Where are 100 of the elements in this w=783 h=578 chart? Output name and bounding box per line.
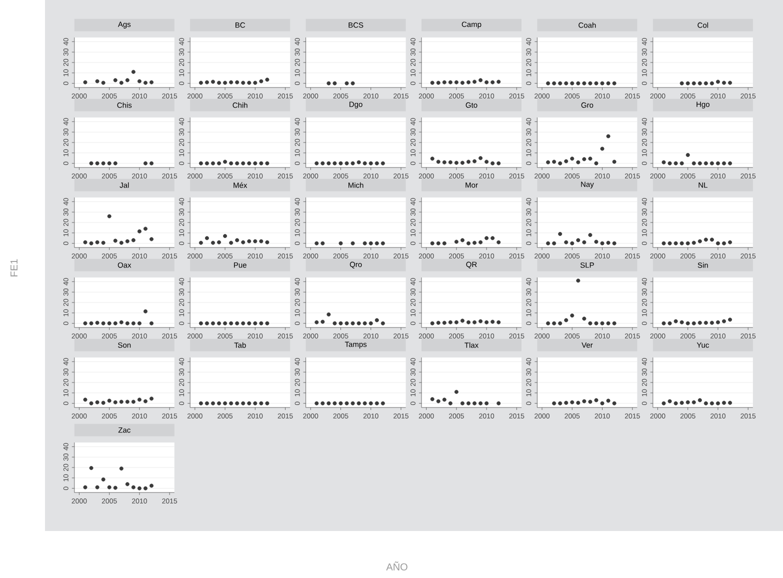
point bbox=[338, 321, 343, 326]
point bbox=[374, 318, 379, 322]
point bbox=[558, 232, 562, 236]
point bbox=[600, 146, 604, 151]
point bbox=[95, 320, 100, 325]
point bbox=[150, 237, 154, 242]
point bbox=[612, 241, 616, 246]
point bbox=[552, 241, 556, 246]
point bbox=[606, 240, 610, 245]
point bbox=[125, 239, 130, 244]
point bbox=[454, 390, 458, 394]
point bbox=[674, 161, 678, 166]
point bbox=[686, 152, 690, 157]
point bbox=[380, 321, 385, 326]
point bbox=[436, 399, 440, 404]
point bbox=[223, 234, 228, 238]
point bbox=[710, 161, 714, 166]
point bbox=[119, 466, 124, 471]
point bbox=[137, 229, 142, 234]
point bbox=[235, 238, 240, 242]
point bbox=[558, 161, 562, 166]
point bbox=[722, 161, 726, 166]
point bbox=[247, 239, 252, 244]
point bbox=[448, 401, 452, 406]
point bbox=[259, 239, 264, 244]
point bbox=[552, 321, 556, 326]
point bbox=[119, 240, 124, 245]
point bbox=[101, 80, 106, 85]
point bbox=[582, 157, 586, 162]
point bbox=[83, 240, 88, 244]
point bbox=[125, 321, 130, 326]
point bbox=[113, 238, 118, 243]
point bbox=[131, 321, 136, 326]
point bbox=[137, 321, 142, 326]
point bbox=[83, 485, 88, 490]
point bbox=[594, 161, 598, 166]
point bbox=[606, 134, 610, 138]
point bbox=[143, 309, 148, 314]
point bbox=[362, 321, 367, 326]
point bbox=[143, 80, 148, 85]
point bbox=[137, 79, 142, 84]
point bbox=[229, 240, 234, 245]
point bbox=[716, 161, 720, 166]
point bbox=[564, 318, 568, 322]
point bbox=[119, 320, 124, 324]
point bbox=[472, 401, 477, 406]
point bbox=[119, 80, 124, 85]
point bbox=[594, 240, 598, 244]
point bbox=[150, 484, 154, 488]
point bbox=[150, 80, 154, 84]
point bbox=[137, 486, 142, 490]
point bbox=[101, 321, 106, 326]
point bbox=[582, 240, 586, 244]
point bbox=[442, 398, 446, 402]
point bbox=[546, 321, 550, 326]
point bbox=[143, 486, 148, 490]
point bbox=[253, 239, 258, 244]
point bbox=[83, 321, 88, 326]
point bbox=[484, 401, 489, 406]
point bbox=[241, 240, 246, 244]
point bbox=[131, 70, 136, 74]
point bbox=[606, 321, 610, 326]
point bbox=[600, 241, 604, 246]
point bbox=[546, 241, 550, 246]
point bbox=[570, 241, 574, 246]
point bbox=[344, 321, 349, 326]
point bbox=[326, 312, 331, 316]
point bbox=[564, 159, 568, 164]
point bbox=[496, 401, 501, 406]
point bbox=[107, 214, 112, 218]
point bbox=[576, 238, 580, 242]
point bbox=[698, 161, 702, 166]
point bbox=[95, 485, 100, 490]
point bbox=[570, 156, 574, 161]
point bbox=[131, 485, 136, 490]
point bbox=[662, 160, 666, 164]
point bbox=[198, 240, 203, 245]
point bbox=[217, 240, 222, 244]
point bbox=[546, 160, 550, 164]
point bbox=[430, 397, 434, 402]
point bbox=[350, 321, 355, 326]
point bbox=[95, 240, 100, 244]
y-axis-title: FE1 bbox=[10, 259, 18, 276]
point bbox=[101, 240, 106, 245]
point bbox=[113, 321, 118, 326]
point bbox=[728, 161, 732, 166]
point bbox=[594, 321, 598, 326]
point bbox=[582, 316, 586, 321]
point bbox=[210, 240, 215, 245]
point bbox=[143, 226, 148, 231]
point bbox=[668, 161, 672, 166]
point bbox=[356, 321, 361, 326]
point bbox=[125, 78, 130, 82]
point bbox=[600, 321, 604, 326]
point bbox=[558, 321, 562, 326]
point bbox=[576, 278, 580, 283]
point bbox=[460, 401, 464, 406]
point bbox=[368, 321, 373, 326]
point bbox=[204, 236, 209, 240]
point bbox=[107, 485, 112, 490]
